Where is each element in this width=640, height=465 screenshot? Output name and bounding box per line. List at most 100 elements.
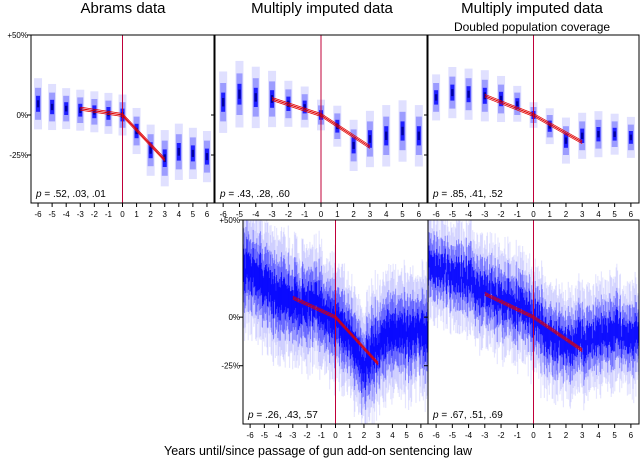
data-point-mi2-2 — [561, 117, 570, 164]
data-point-mi2-3 — [578, 112, 587, 159]
ytick-label-mi-monthly-2: -25% — [221, 362, 240, 371]
xtick-label-mi2-monthly-7: 1 — [548, 431, 553, 440]
xtick-label-mi2-3: -3 — [481, 210, 489, 219]
data-point-mi2-4 — [594, 111, 603, 158]
panel-mi-monthly: +50% 0% -25% -6 -5 -4 -3 -2 -1 0 1 2 3 4 5 6 p = .26, .4… — [219, 216, 429, 440]
xtick-label-mi2-monthly-11: 5 — [612, 431, 617, 440]
xtick-label-mi-monthly-6: 0 — [333, 431, 338, 440]
plot-area-abrams — [34, 35, 211, 203]
xtick-label-mi-11: 5 — [400, 210, 405, 219]
trend-line-mi2-2 — [484, 96, 583, 145]
xtick-label-mi2-8: 2 — [564, 210, 569, 219]
xtick-label-mi-6: 0 — [319, 210, 324, 219]
xtick-label-mi2-monthly-5: -1 — [514, 431, 522, 440]
xtick-label-mi2-monthly-6: 0 — [531, 431, 536, 440]
xtick-label-abrams-12: 6 — [205, 210, 210, 219]
data-point-mi--1 — [300, 86, 309, 128]
panel-mi: -6 -5 -4 -3 -2 -1 0 1 2 3 4 5 6 p = .43, .28, .60 — [211, 34, 428, 219]
panel-subtitle-mi2: Doubled population coverage — [453, 20, 611, 34]
trend-line-mi-monthly-2 — [292, 298, 379, 366]
data-point-mi--6 — [219, 71, 228, 133]
xtick-label-mi2-5: -1 — [514, 210, 522, 219]
data-point-mi2-6 — [626, 116, 635, 158]
trend-line-mi2-0 — [484, 93, 583, 142]
xtick-label-mi2-2: -4 — [465, 210, 473, 219]
xtick-label-mi-0: -6 — [220, 210, 228, 219]
xtick-label-mi2-monthly-3: -3 — [481, 431, 489, 440]
xtick-label-mi2-monthly-4: -2 — [497, 431, 505, 440]
p-values-abrams: p = .52, .03, .01 — [35, 189, 106, 200]
plot-area-mi2-monthly — [428, 220, 639, 424]
plot-area-mi2 — [432, 35, 635, 203]
xtick-label-mi2-11: 5 — [612, 210, 617, 219]
ytick-label-mi-monthly-0: +50% — [219, 216, 240, 225]
xtick-label-mi-monthly-3: -3 — [289, 431, 297, 440]
xtick-label-mi-8: 2 — [351, 210, 356, 219]
xtick-label-abrams-6: 0 — [120, 210, 125, 219]
data-point-mi2-5 — [610, 113, 619, 155]
trend-line-mi-monthly-0 — [292, 295, 379, 363]
plot-area-mi-monthly — [243, 220, 428, 424]
xtick-label-mi-12: 6 — [417, 210, 422, 219]
data-point-mi2--6 — [432, 74, 441, 121]
data-point-mi-2 — [349, 119, 358, 171]
xtick-label-mi-monthly-2: -4 — [275, 431, 283, 440]
p-values-mi2: p = .85, .41, .52 — [432, 189, 503, 200]
xtick-label-mi-monthly-1: -5 — [261, 431, 269, 440]
data-point-mi2--5 — [448, 67, 457, 119]
trend-line-mi2-monthly-0 — [484, 292, 583, 349]
panel-title-mi: Multiply imputed data — [251, 0, 393, 17]
xtick-label-abrams-2: -4 — [63, 210, 71, 219]
xtick-label-mi-monthly-9: 3 — [376, 431, 381, 440]
xtick-label-abrams-5: -1 — [105, 210, 113, 219]
xtick-label-mi2-0: -6 — [433, 210, 441, 219]
xtick-label-mi2-4: -2 — [497, 210, 505, 219]
data-point-mi-5 — [398, 100, 407, 162]
xtick-label-mi-5: -1 — [301, 210, 309, 219]
xtick-label-mi-7: 1 — [335, 210, 340, 219]
xtick-label-mi-monthly-8: 2 — [362, 431, 367, 440]
xtick-label-mi-monthly-7: 1 — [348, 431, 353, 440]
trend-line-mi2-1 — [484, 95, 583, 143]
xtick-label-mi-monthly-10: 4 — [390, 431, 395, 440]
panel-title-abrams: Abrams data — [80, 0, 166, 17]
ytick-label-mi-monthly-1: 0% — [228, 313, 240, 322]
xtick-label-mi2-monthly-8: 2 — [564, 431, 569, 440]
data-point-abrams-4 — [174, 123, 183, 180]
data-point-mi2--3 — [480, 70, 489, 122]
data-point-abrams-2 — [146, 124, 155, 176]
xtick-label-abrams-4: -2 — [91, 210, 99, 219]
xtick-label-mi-monthly-12: 6 — [419, 431, 424, 440]
panel-mi2-monthly: -6 -5 -4 -3 -2 -1 0 1 2 3 4 5 6 p = .67, .51, .69 — [424, 219, 640, 440]
xtick-label-mi2-12: 6 — [629, 210, 634, 219]
dense-band-mi-monthly — [243, 220, 428, 424]
data-point-mi2--2 — [497, 75, 506, 123]
xtick-label-mi2-monthly-1: -5 — [449, 431, 457, 440]
xtick-label-abrams-10: 4 — [177, 210, 182, 219]
trend-line-mi-1 — [271, 98, 371, 148]
xtick-label-mi2-9: 3 — [580, 210, 585, 219]
xtick-label-mi2-10: 4 — [596, 210, 601, 219]
xtick-label-mi-2: -4 — [252, 210, 260, 219]
data-point-mi-4 — [382, 105, 391, 167]
p-values-mi-monthly: p = .26, .43, .57 — [247, 410, 318, 421]
data-point-abrams--4 — [62, 88, 71, 130]
trend-line-mi-2 — [271, 100, 371, 149]
xtick-label-mi-monthly-4: -2 — [303, 431, 311, 440]
xtick-label-mi-3: -3 — [269, 210, 277, 219]
data-point-abrams--2 — [90, 91, 99, 133]
xtick-label-abrams-8: 2 — [148, 210, 153, 219]
data-point-mi-6 — [414, 105, 423, 167]
xtick-label-abrams-3: -3 — [77, 210, 85, 219]
xtick-label-mi2-1: -5 — [449, 210, 457, 219]
data-point-abrams--6 — [34, 78, 43, 130]
data-point-abrams--5 — [48, 83, 57, 131]
trend-line-abrams-2 — [80, 109, 165, 162]
data-point-mi2--1 — [513, 85, 522, 122]
trend-line-mi2-monthly-1 — [484, 293, 583, 351]
panel-title-mi2: Multiply imputed data — [461, 0, 603, 17]
xtick-label-mi2-monthly-12: 6 — [629, 431, 634, 440]
data-point-mi2-1 — [545, 108, 554, 145]
data-point-mi2--4 — [464, 68, 473, 120]
panel-mi2: -6 -5 -4 -3 -2 -1 0 1 2 3 4 5 6 p = .85, .41, .52 — [424, 34, 640, 219]
